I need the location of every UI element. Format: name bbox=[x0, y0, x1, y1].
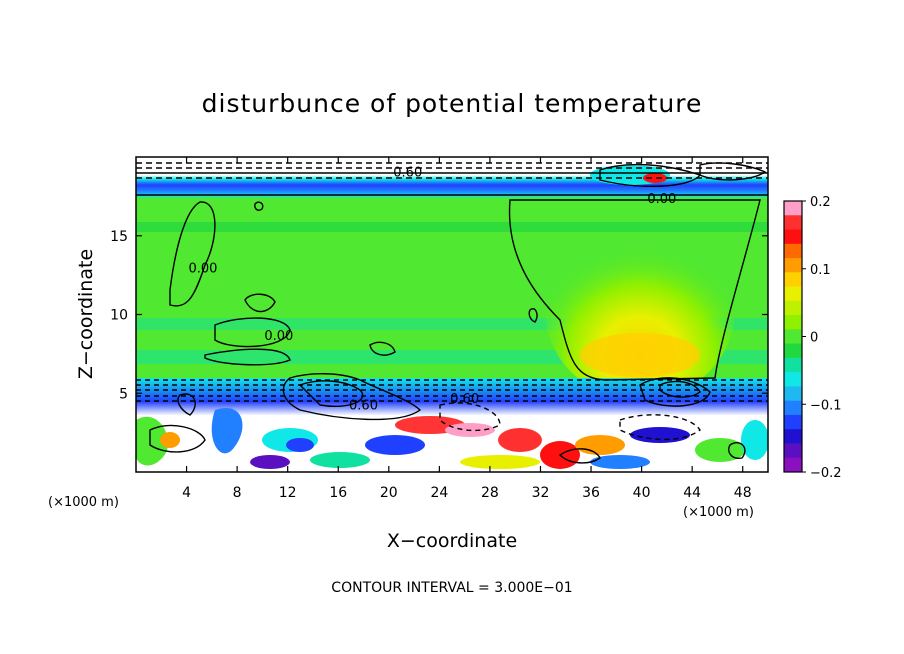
colorbar-swatch bbox=[784, 414, 802, 430]
x-tick-label: 16 bbox=[329, 485, 347, 501]
x-axis: 4 8 12 16 20 24 28 32 36 40 44 48 bbox=[182, 157, 752, 501]
colorbar-swatch bbox=[784, 329, 802, 345]
x-tick-label: 28 bbox=[481, 485, 499, 501]
contour-label: 0.00 bbox=[647, 192, 676, 207]
colorbar-swatch bbox=[784, 443, 802, 459]
colorbar-swatch bbox=[784, 457, 802, 473]
contour-label: 0.00 bbox=[189, 261, 218, 276]
contour-label: 0.60 bbox=[393, 165, 422, 180]
y-tick-label: 5 bbox=[119, 386, 128, 402]
contour-label: 0.60 bbox=[349, 398, 378, 413]
colorbar-swatch bbox=[784, 201, 802, 216]
x-tick-label: 24 bbox=[430, 485, 448, 501]
field-streak bbox=[136, 222, 768, 232]
colorbar-swatch bbox=[784, 315, 802, 330]
y-axis: 5 10 15 bbox=[110, 229, 768, 402]
colorbar-swatch bbox=[784, 300, 802, 316]
y-axis-label: Z−coordinate bbox=[75, 249, 97, 379]
colorbar-swatch bbox=[784, 400, 802, 416]
colorbar-swatch bbox=[784, 229, 802, 245]
contour-labels: 0.60 0.00 0.00 0.00 0.60 0.60 bbox=[189, 165, 677, 413]
x-tick-label: 32 bbox=[532, 485, 550, 501]
colorbar-tick-label: −0.1 bbox=[810, 398, 842, 413]
colorbar-swatch bbox=[784, 372, 802, 387]
colorbar-swatch bbox=[784, 386, 802, 402]
plot-area bbox=[136, 157, 768, 472]
contour-label: 0.60 bbox=[450, 392, 479, 407]
contour-interval-note: CONTOUR INTERVAL = 3.000E−01 bbox=[331, 580, 572, 596]
x-unit-left: (×1000 m) bbox=[48, 495, 119, 510]
x-axis-label: X−coordinate bbox=[387, 530, 517, 552]
y-tick-label: 15 bbox=[110, 229, 128, 245]
x-tick-label: 36 bbox=[582, 485, 600, 501]
x-unit-right: (×1000 m) bbox=[683, 505, 754, 520]
x-tick-label: 12 bbox=[279, 485, 297, 501]
upper-disturbance bbox=[643, 173, 667, 183]
colorbar-swatch bbox=[784, 357, 802, 373]
contour-label: 0.00 bbox=[264, 329, 293, 344]
colorbar-swatch bbox=[784, 429, 802, 444]
y-tick-label: 10 bbox=[110, 308, 128, 324]
x-tick-label: 40 bbox=[633, 485, 651, 501]
colorbar-tick-label: 0 bbox=[810, 331, 818, 346]
x-tick-label: 20 bbox=[380, 485, 398, 501]
boundary-layer-patches bbox=[136, 408, 768, 469]
colorbar: 0.2 0.1 0 −0.1 −0.2 bbox=[783, 195, 842, 481]
chart-title: disturbunce of potential temperature bbox=[202, 89, 703, 118]
contour-lines bbox=[136, 162, 768, 464]
x-tick-label: 8 bbox=[233, 485, 242, 501]
colorbar-swatch bbox=[784, 286, 802, 302]
colorbar-swatch bbox=[784, 343, 802, 359]
x-tick-label: 44 bbox=[683, 485, 701, 501]
colorbar-swatch bbox=[784, 243, 802, 259]
colorbar-swatch bbox=[784, 215, 802, 231]
warm-plume-core bbox=[580, 333, 700, 377]
colorbar-swatch bbox=[784, 258, 802, 273]
x-tick-label: 48 bbox=[734, 485, 752, 501]
colorbar-tick-label: −0.2 bbox=[810, 466, 842, 481]
colorbar-tick-label: 0.1 bbox=[810, 263, 831, 278]
colorbar-tick-label: 0.2 bbox=[810, 195, 831, 210]
colorbar-swatch bbox=[784, 272, 802, 288]
x-tick-label: 4 bbox=[182, 485, 191, 501]
